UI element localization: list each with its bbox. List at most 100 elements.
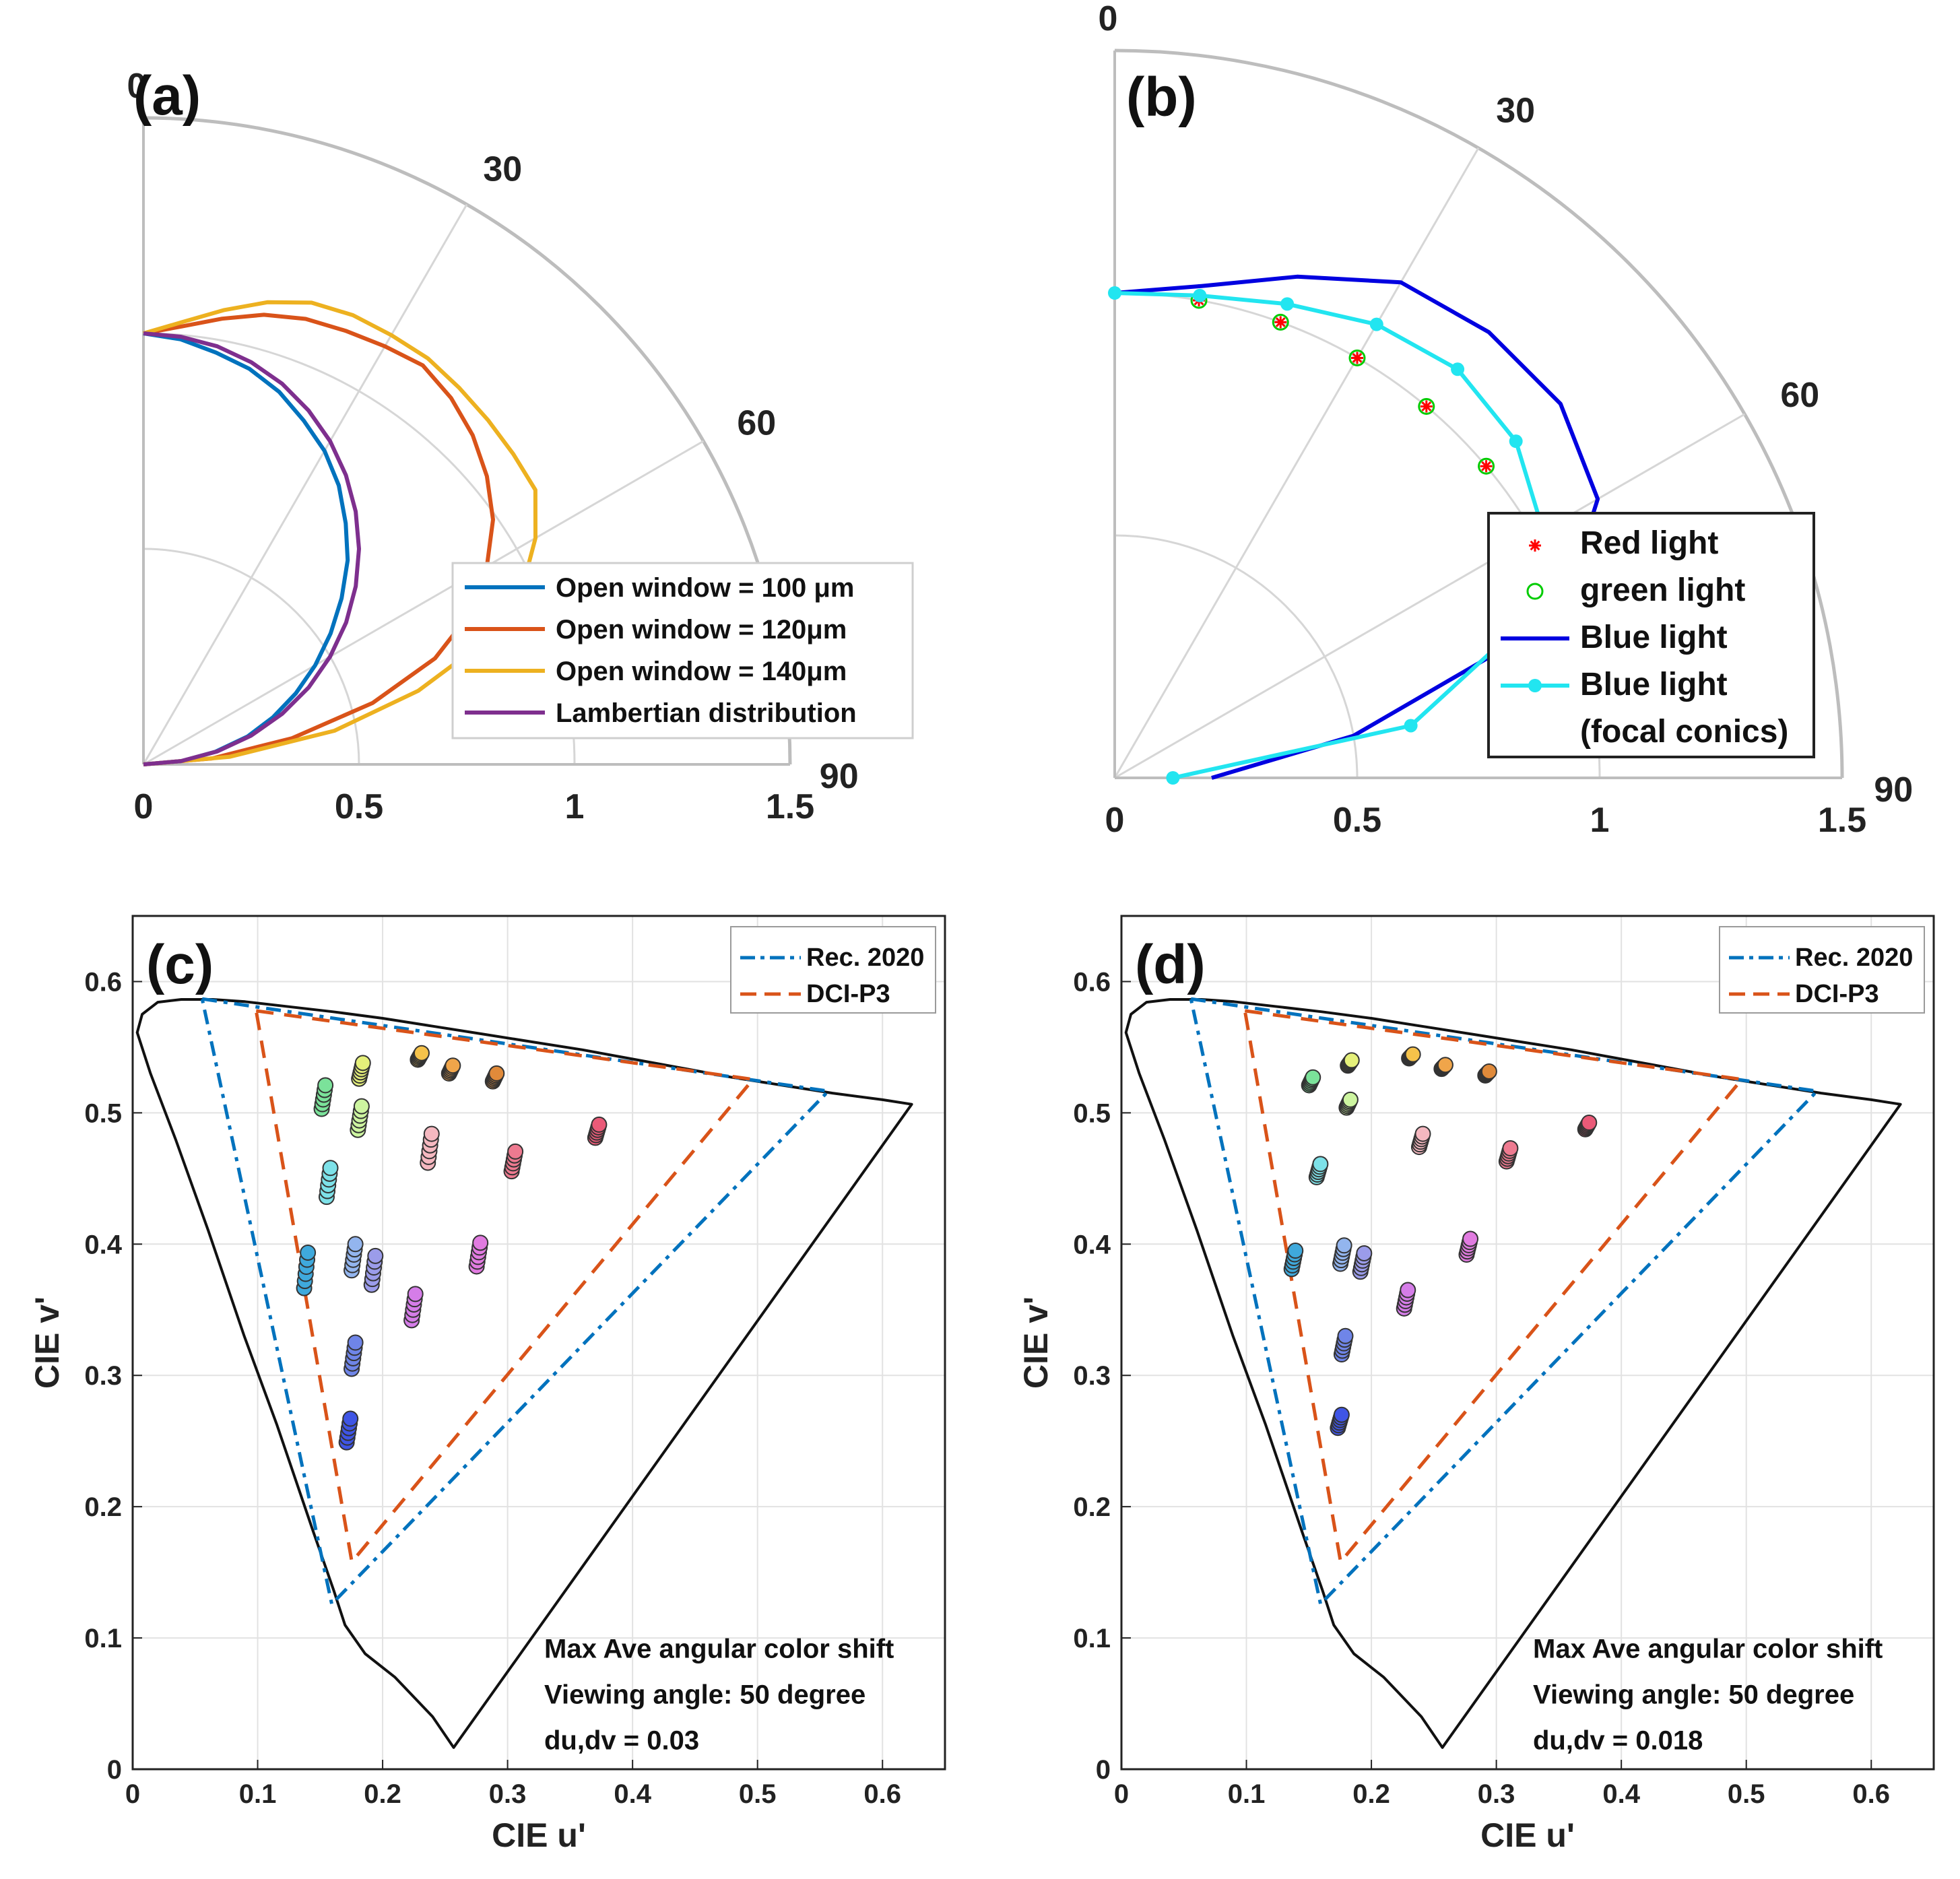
x-tick-label: 0.6	[863, 1779, 901, 1809]
color-shift-point	[1312, 1156, 1329, 1173]
x-tick-label: 0.5	[1728, 1779, 1765, 1809]
color-shift-point	[472, 1234, 489, 1251]
color-shift-point	[1437, 1057, 1453, 1074]
color-shift-point	[354, 1055, 371, 1072]
color-shift-point	[1400, 1282, 1416, 1298]
color-shift-point	[413, 1045, 430, 1061]
radius-tick-label: 0	[134, 787, 154, 826]
cyan-dot-marker	[1451, 362, 1465, 376]
grid-arc	[1114, 534, 1359, 779]
x-tick-label: 0	[125, 1779, 140, 1809]
color-shift-point	[1333, 1406, 1350, 1423]
plot-frame	[1120, 915, 1935, 1771]
radius-tick-label: 1.5	[766, 787, 814, 826]
cyan-dot-marker	[1166, 771, 1180, 785]
red-asterisk-marker	[1274, 316, 1287, 329]
radius-tick-label: 0.5	[335, 787, 383, 826]
color-shift-point	[1342, 1091, 1359, 1108]
color-shift-point	[423, 1125, 440, 1142]
green-circle-marker	[1478, 457, 1495, 475]
x-tick-label: 0.6	[1852, 1779, 1890, 1809]
legend-label: Lambertian distribution	[556, 698, 857, 728]
color-shift-point	[1414, 1125, 1431, 1142]
grid-spoke	[1113, 147, 1480, 779]
legend-label: DCI-P3	[1795, 980, 1879, 1008]
legend-label: (focal conics)	[1580, 714, 1788, 750]
legend-label: Rec. 2020	[1795, 944, 1913, 972]
color-shift-point	[445, 1057, 461, 1074]
legend-label: Blue light	[1580, 667, 1728, 702]
x-tick-label: 0.3	[489, 1779, 527, 1809]
spectral-locus	[135, 998, 913, 1749]
y-tick-label: 0.3	[84, 1361, 122, 1391]
asterisk-stroke	[1275, 317, 1286, 327]
legend-label: Open window = 100 μm	[556, 573, 854, 603]
color-shift-point	[1337, 1327, 1354, 1344]
asterisk-stroke	[1352, 353, 1363, 363]
color-shift-point	[322, 1160, 339, 1177]
panel-label: (a)	[133, 65, 201, 127]
y-tick-label: 0.6	[84, 967, 122, 997]
x-tick-label: 0.2	[1352, 1779, 1390, 1809]
cyan-dot-marker	[1509, 434, 1523, 449]
cyan-dot-marker	[1108, 286, 1121, 300]
color-shift-point	[1581, 1115, 1598, 1131]
angle-tick-label: 0	[127, 67, 147, 106]
y-tick-label: 0.6	[1073, 967, 1111, 997]
legend-box	[730, 926, 936, 1014]
series-line	[143, 300, 537, 766]
polar-plot-b: 0 30 60 90 0 0.5 1 1.5 (b) Red light green light Bl…	[1099, 0, 1914, 840]
radius-tick-label: 1	[565, 787, 585, 826]
legend-label: green light	[1580, 572, 1745, 608]
green-circle-marker	[1272, 313, 1289, 331]
color-shift-point	[347, 1236, 364, 1253]
angle-tick-label: 60	[737, 404, 776, 443]
angle-tick-label: 90	[820, 757, 859, 796]
y-tick-label: 0	[1096, 1755, 1111, 1785]
legend-label: Red light	[1580, 525, 1718, 561]
legend-swatch-asterisk	[1529, 539, 1541, 552]
plot-frame	[131, 915, 946, 1771]
y-tick-label: 0.1	[84, 1624, 122, 1653]
annotation-text: Viewing angle: 50 degree	[1533, 1680, 1854, 1709]
series-line	[1114, 291, 1545, 780]
x-tick-label: 0.5	[739, 1779, 777, 1809]
x-tick-label: 0.2	[364, 1779, 401, 1809]
color-shift-point	[1502, 1140, 1519, 1157]
asterisk-stroke	[1421, 401, 1432, 411]
y-tick-label: 0.2	[1073, 1492, 1111, 1522]
color-shift-point	[300, 1244, 317, 1261]
color-shift-point	[347, 1334, 364, 1351]
angle-tick-label: 0	[1099, 0, 1118, 38]
annotation-text: Max Ave angular color shift	[544, 1634, 894, 1663]
red-asterisk-marker	[1480, 460, 1493, 473]
outer-arc	[1114, 48, 1844, 779]
x-tick-label: 0.4	[1602, 1779, 1640, 1809]
color-shift-point	[1462, 1230, 1479, 1247]
cie-diagram-c: 0 0.1 0.2 0.3 0.4 0.5 0.6 0 0.1 0.2 0.3 0.4 0.5 0.6 CI…	[28, 915, 946, 1854]
asterisk-stroke	[1481, 461, 1491, 471]
legend-box	[451, 562, 914, 739]
color-shift-point	[591, 1116, 608, 1133]
cyan-dot-marker	[1369, 317, 1383, 331]
color-shift-point	[1305, 1069, 1321, 1086]
series-line	[143, 331, 361, 766]
radius-tick-label: 0	[1105, 801, 1125, 840]
color-shift-point	[1404, 1046, 1421, 1063]
y-tick-label: 0	[107, 1755, 122, 1785]
panel-label: (c)	[146, 934, 214, 995]
grid-arc	[143, 548, 360, 765]
grid-spoke	[1114, 413, 1746, 779]
color-shift-point	[1343, 1052, 1360, 1069]
legend-label: Open window = 140μm	[556, 657, 847, 686]
color-shift-point	[317, 1077, 334, 1094]
annotation-text: Viewing angle: 50 degree	[544, 1680, 865, 1709]
radius-tick-label: 1	[1590, 801, 1610, 840]
color-shift-point	[407, 1286, 424, 1303]
x-axis-label: CIE u'	[1480, 1816, 1575, 1854]
green-circle-marker	[1348, 349, 1366, 366]
cyan-dot-marker	[1404, 719, 1418, 733]
cyan-dot-marker	[1280, 297, 1295, 311]
cyan-dot-marker	[1193, 288, 1207, 302]
